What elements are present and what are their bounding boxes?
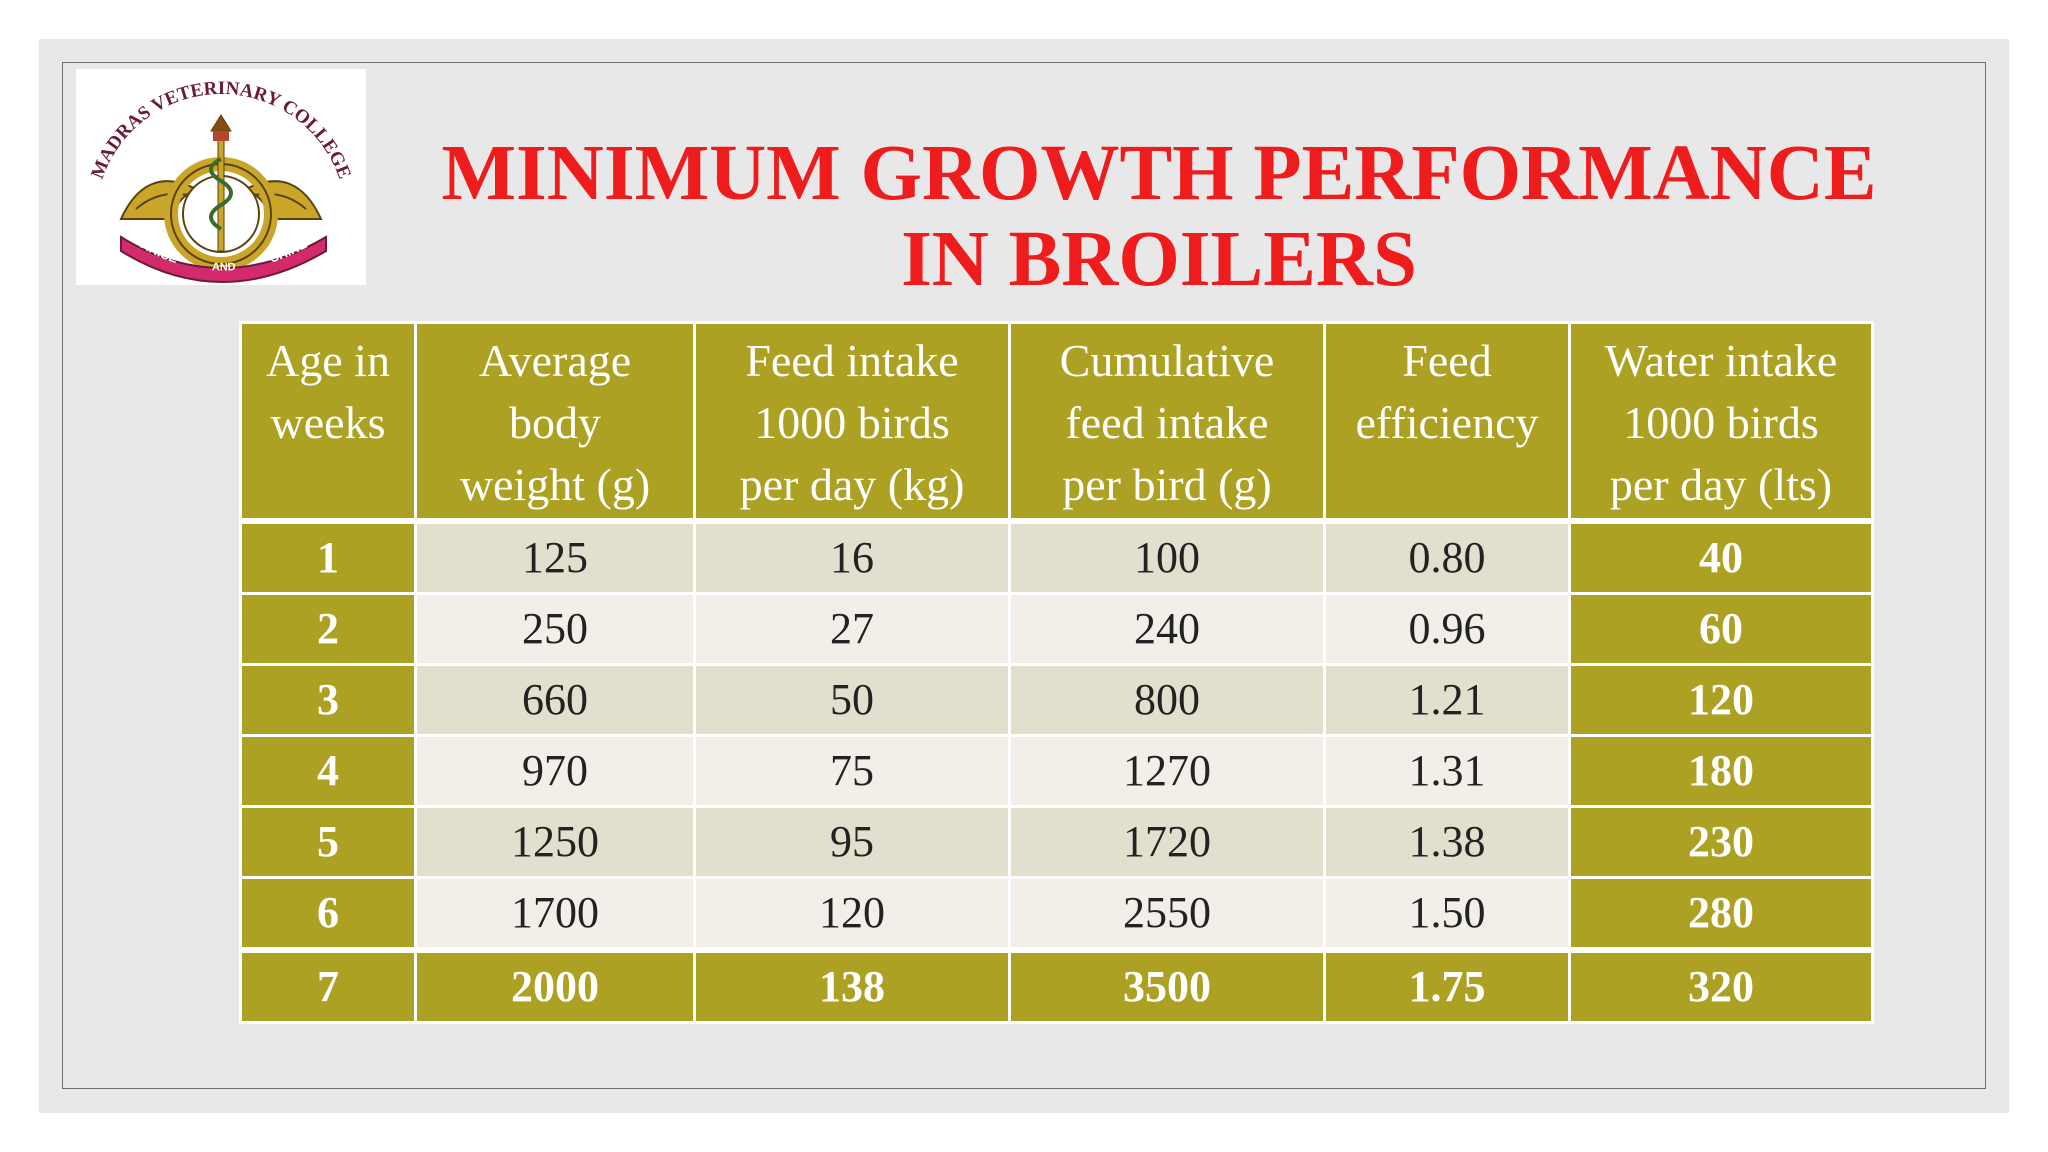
table-cell: 1250: [414, 804, 696, 879]
table-cell: 280: [1568, 875, 1874, 951]
table-cell: 1700: [414, 875, 696, 951]
table-cell: 1720: [1008, 804, 1326, 879]
table-cell: 0.96: [1323, 591, 1571, 666]
column-header-line: Average: [478, 335, 632, 386]
table-row: 2 250 27 240 0.96 60: [239, 591, 1874, 666]
column-header-line: weeks: [270, 397, 386, 448]
column-header-line: 1000 birds: [1623, 397, 1819, 448]
column-header: Cumulative feed intake per bird (g): [1008, 321, 1326, 522]
column-header-line: body: [509, 397, 601, 448]
table-cell: 95: [693, 804, 1011, 879]
table-cell: 3500: [1008, 948, 1326, 1024]
table-cell: 320: [1568, 948, 1874, 1024]
table-cell: 5: [239, 804, 417, 879]
table-cell: 2000: [414, 948, 696, 1024]
table-cell: 1.75: [1323, 948, 1571, 1024]
table-row: 7 2000 138 3500 1.75 320: [239, 948, 1874, 1024]
table-cell: 1: [239, 519, 417, 595]
svg-text:AND: AND: [212, 261, 236, 274]
column-header: Age in weeks: [239, 321, 417, 522]
table-header: Age in weeks Average body weight (g) Feed int…: [239, 321, 1874, 522]
table-body: 1 125 16 100 0.80 40 2 250 27 240 0.96 60 3 660 50 800 1…: [239, 519, 1874, 1024]
column-header: Average body weight (g): [414, 321, 696, 522]
table-cell: 138: [693, 948, 1011, 1024]
column-header-line: per day (kg): [739, 459, 965, 510]
college-logo: MADRAS VETERINARY COLLEGE ARISE AND SHIN…: [76, 69, 366, 285]
column-header-line: Feed: [1402, 335, 1492, 386]
table-cell: 2: [239, 591, 417, 666]
college-emblem: MADRAS VETERINARY COLLEGE ARISE AND SHIN…: [87, 78, 355, 283]
table-cell: 120: [1568, 662, 1874, 737]
table-cell: 1.31: [1323, 733, 1571, 808]
table-row: 4 970 75 1270 1.31 180: [239, 733, 1874, 808]
slide-frame: [62, 62, 1986, 1089]
column-header-line: Water intake: [1604, 335, 1838, 386]
table-cell: 50: [693, 662, 1011, 737]
table-cell: 60: [1568, 591, 1874, 666]
table-cell: 0.80: [1323, 519, 1571, 595]
table-row: 6 1700 120 2550 1.50 280: [239, 875, 1874, 951]
broiler-performance-table-container: Age in weeks Average body weight (g) Feed int…: [239, 321, 1874, 1024]
column-header-line: feed intake: [1065, 397, 1269, 448]
column-header: Feed efficiency: [1323, 321, 1571, 522]
table-cell: 16: [693, 519, 1011, 595]
column-header-line: 1000 birds: [754, 397, 950, 448]
table-cell: 125: [414, 519, 696, 595]
table-cell: 40: [1568, 519, 1874, 595]
slide: MADRAS VETERINARY COLLEGE ARISE AND SHIN…: [39, 39, 2009, 1113]
table-cell: 100: [1008, 519, 1326, 595]
header-row: Age in weeks Average body weight (g) Feed int…: [239, 321, 1874, 522]
table-cell: 1.38: [1323, 804, 1571, 879]
table-row: 3 660 50 800 1.21 120: [239, 662, 1874, 737]
logo-motto-2: AND: [212, 261, 236, 274]
column-header-line: per bird (g): [1062, 459, 1272, 510]
table-cell: 1.21: [1323, 662, 1571, 737]
table-cell: 7: [239, 948, 417, 1024]
table-cell: 970: [414, 733, 696, 808]
title-line-2: IN BROILERS: [901, 216, 1417, 303]
table-cell: 120: [693, 875, 1011, 951]
table-cell: 1.50: [1323, 875, 1571, 951]
table-cell: 1270: [1008, 733, 1326, 808]
table-cell: 6: [239, 875, 417, 951]
table-cell: 800: [1008, 662, 1326, 737]
column-header-line: Feed intake: [745, 335, 959, 386]
table-cell: 2550: [1008, 875, 1326, 951]
table-cell: 180: [1568, 733, 1874, 808]
column-header-line: weight (g): [459, 459, 651, 510]
column-header-line: per day (lts): [1609, 459, 1833, 510]
table-cell: 3: [239, 662, 417, 737]
title-line-1: MINIMUM GROWTH PERFORMANCE: [441, 130, 1877, 217]
column-header: Feed intake 1000 birds per day (kg): [693, 321, 1011, 522]
table-cell: 75: [693, 733, 1011, 808]
table-cell: 27: [693, 591, 1011, 666]
table-cell: 230: [1568, 804, 1874, 879]
table-row: 1 125 16 100 0.80 40: [239, 519, 1874, 595]
column-header-line: efficiency: [1355, 397, 1539, 448]
table-row: 5 1250 95 1720 1.38 230: [239, 804, 1874, 879]
column-header-line: Cumulative: [1059, 335, 1275, 386]
table-cell: 240: [1008, 591, 1326, 666]
table-cell: 660: [414, 662, 696, 737]
table-cell: 4: [239, 733, 417, 808]
broiler-performance-table: Age in weeks Average body weight (g) Feed int…: [239, 321, 1874, 1024]
table-cell: 250: [414, 591, 696, 666]
column-header-line: Age in: [266, 335, 390, 386]
slide-title: MINIMUM GROWTH PERFORMANCE IN BROILERS: [379, 131, 1939, 303]
column-header: Water intake 1000 birds per day (lts): [1568, 321, 1874, 522]
